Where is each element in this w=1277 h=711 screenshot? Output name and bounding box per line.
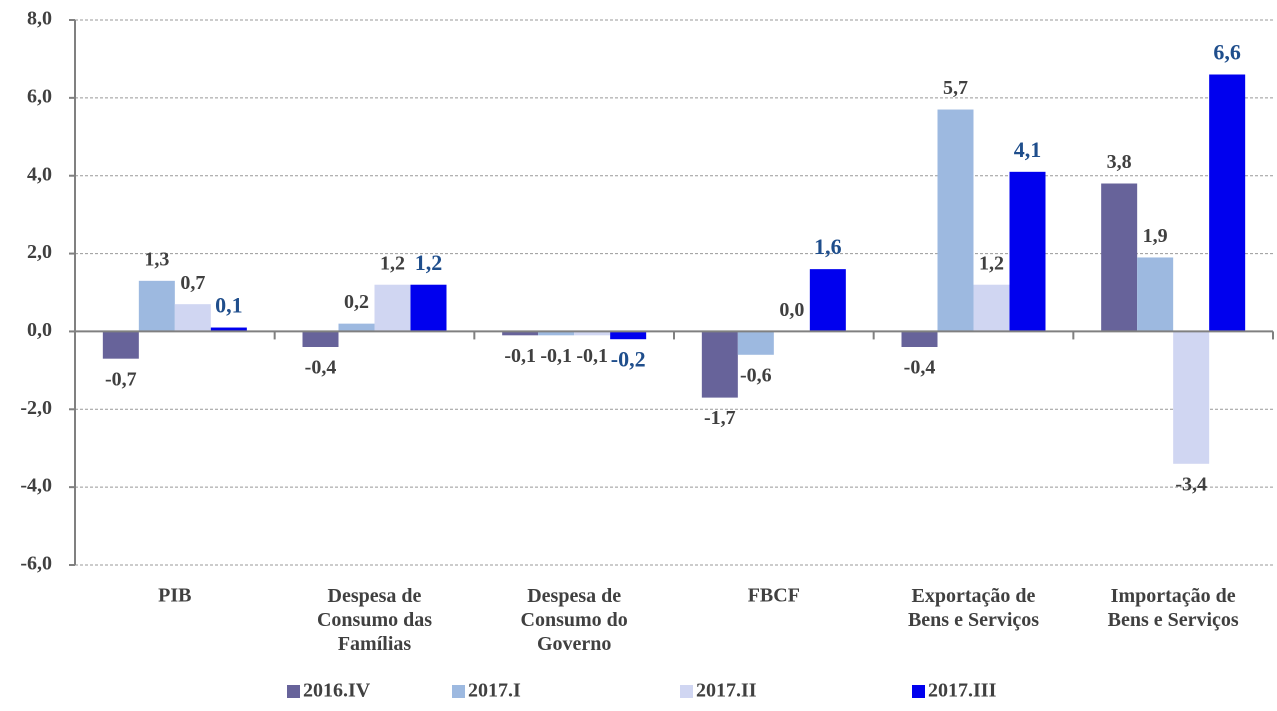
bar	[502, 331, 539, 336]
bar	[338, 323, 375, 332]
bar	[210, 327, 247, 332]
x-tick-label: Exportação de Bens e Serviços	[908, 585, 1039, 631]
legend-label: 2016.IV	[303, 680, 371, 702]
legend-marker	[287, 685, 300, 698]
data-label: 1,2	[979, 252, 1004, 274]
data-label: 3,8	[1107, 151, 1132, 173]
bar	[174, 304, 211, 332]
bar	[1137, 257, 1174, 332]
legend-label: 2017.II	[696, 680, 757, 702]
data-label: 1,2	[380, 252, 405, 274]
data-label: 1,2	[415, 250, 443, 275]
data-label: 6,6	[1213, 40, 1241, 65]
y-tick-label: 2,0	[27, 241, 52, 263]
data-label: 5,7	[943, 77, 968, 99]
data-label: 0,0	[779, 299, 804, 321]
data-label: 1,6	[814, 234, 842, 259]
data-label: 1,3	[144, 248, 169, 270]
x-tick-label: Importação de Bens e Serviços	[1108, 585, 1239, 631]
bar	[1101, 183, 1138, 332]
x-tick-label: PIB	[158, 585, 191, 607]
y-tick-label: -4,0	[20, 475, 52, 497]
y-tick-label: -2,0	[20, 397, 52, 419]
bar	[538, 331, 575, 336]
y-tick-label: 8,0	[27, 8, 52, 30]
bar	[102, 331, 139, 359]
bar	[937, 109, 974, 332]
data-label: -1,7	[704, 407, 736, 429]
data-label: -0,4	[305, 357, 337, 379]
legend-marker	[452, 685, 465, 698]
data-label: -0,6	[740, 364, 772, 386]
y-tick-label: -6,0	[20, 553, 52, 575]
bar	[374, 284, 411, 332]
bar	[1173, 331, 1210, 464]
data-label: -3,4	[1175, 473, 1207, 495]
legend-label: 2017.III	[928, 680, 997, 702]
y-tick-label: 6,0	[27, 85, 52, 107]
data-label: 1,9	[1143, 225, 1168, 247]
bar	[574, 331, 611, 336]
data-label: -0,2	[611, 346, 646, 371]
bar	[1209, 74, 1246, 332]
data-label: 0,2	[344, 291, 369, 313]
data-label: -0,1	[540, 345, 572, 367]
data-label: 4,1	[1014, 137, 1042, 162]
data-label: -0,7	[105, 368, 137, 390]
x-tick-label: FBCF	[748, 585, 800, 607]
legend-marker	[680, 685, 693, 698]
bar	[1009, 171, 1046, 332]
bar	[809, 269, 846, 332]
bar	[610, 331, 647, 340]
bar	[701, 331, 738, 398]
y-tick-label: 4,0	[27, 163, 52, 185]
data-label: -0,4	[904, 357, 936, 379]
data-label: 0,7	[180, 272, 205, 294]
x-tick-label: Despesa de Consumo das Famílias	[317, 585, 432, 655]
bar	[410, 284, 447, 332]
bar	[973, 284, 1010, 332]
bar	[901, 331, 938, 347]
bar	[302, 331, 339, 347]
bar	[737, 331, 774, 355]
x-tick-label: Despesa de Consumo do Governo	[521, 585, 628, 655]
legend-marker	[912, 685, 925, 698]
data-label: 0,1	[215, 293, 243, 318]
legend-label: 2017.I	[468, 680, 521, 702]
data-label: -0,1	[504, 345, 536, 367]
y-tick-label: 0,0	[27, 319, 52, 341]
bar	[138, 280, 175, 332]
data-label: -0,1	[576, 345, 608, 367]
